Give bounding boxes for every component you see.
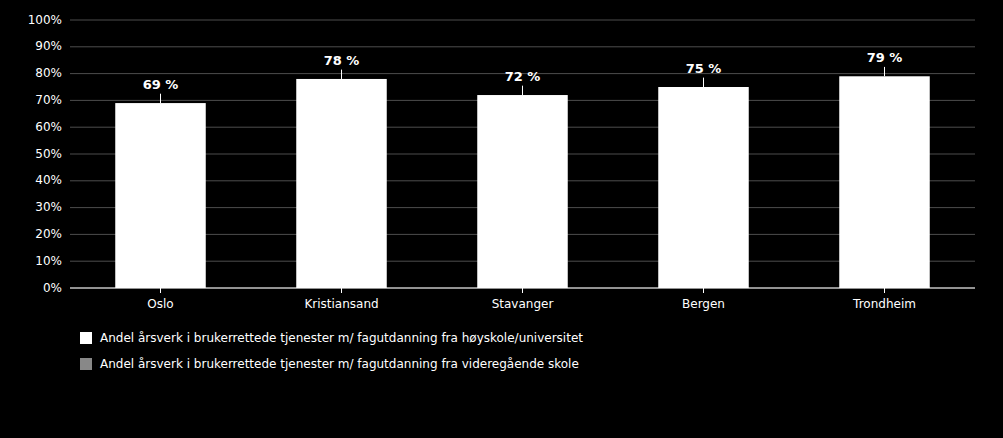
x-tick-label: Trondheim — [852, 297, 916, 311]
legend-swatch — [80, 332, 92, 344]
data-label: 78 % — [324, 53, 360, 68]
x-tick-label: Stavanger — [492, 297, 554, 311]
x-tick — [341, 288, 342, 293]
error-bar — [160, 94, 161, 103]
grid — [70, 20, 975, 288]
data-label: 69 % — [143, 77, 179, 92]
y-tick-label: 70% — [35, 93, 62, 107]
background — [0, 0, 1003, 438]
legend-label: Andel årsverk i brukerrettede tjenester … — [100, 331, 583, 345]
y-tick-label: 50% — [35, 147, 62, 161]
y-tick-label: 30% — [35, 200, 62, 214]
legend-swatch — [80, 358, 92, 370]
grid-line — [70, 20, 975, 21]
legend: Andel årsverk i brukerrettede tjenester … — [80, 331, 583, 371]
x-tick-label: Oslo — [147, 297, 173, 311]
y-axis: 0% 10% 20% 30% 40% 50% 60% 70% 80% 90% 100% — [28, 13, 62, 295]
y-tick-label: 40% — [35, 173, 62, 187]
y-tick-label: 90% — [35, 39, 62, 53]
error-bar — [884, 67, 885, 76]
bar — [477, 95, 568, 288]
data-labels: 69 % 78 % 72 % 75 % 79 % — [143, 50, 903, 92]
x-tick — [522, 288, 523, 293]
data-label: 79 % — [867, 50, 903, 65]
chart: 0% 10% 20% 30% 40% 50% 60% 70% 80% 90% 100% 69 % 78 … — [0, 0, 1003, 438]
bar — [839, 76, 930, 288]
data-label: 75 % — [686, 61, 722, 76]
data-label: 72 % — [505, 69, 541, 84]
x-axis: Oslo Kristiansand Stavanger Bergen Trondheim — [70, 288, 975, 311]
error-bar — [341, 70, 342, 79]
legend-label: Andel årsverk i brukerrettede tjenester … — [100, 357, 579, 371]
y-tick-label: 60% — [35, 120, 62, 134]
bar — [296, 79, 387, 288]
x-tick-label: Kristiansand — [304, 297, 378, 311]
error-bar — [522, 86, 523, 95]
y-tick-label: 100% — [28, 13, 62, 27]
bars — [115, 67, 930, 288]
bar — [115, 103, 206, 288]
y-tick-label: 0% — [43, 281, 62, 295]
x-tick — [160, 288, 161, 293]
error-bar — [703, 78, 704, 87]
y-tick-label: 80% — [35, 66, 62, 80]
y-tick-label: 10% — [35, 254, 62, 268]
x-tick-label: Bergen — [682, 297, 725, 311]
grid-line — [70, 46, 975, 47]
y-tick-label: 20% — [35, 227, 62, 241]
x-tick — [884, 288, 885, 293]
bar — [658, 87, 749, 288]
x-tick — [703, 288, 704, 293]
